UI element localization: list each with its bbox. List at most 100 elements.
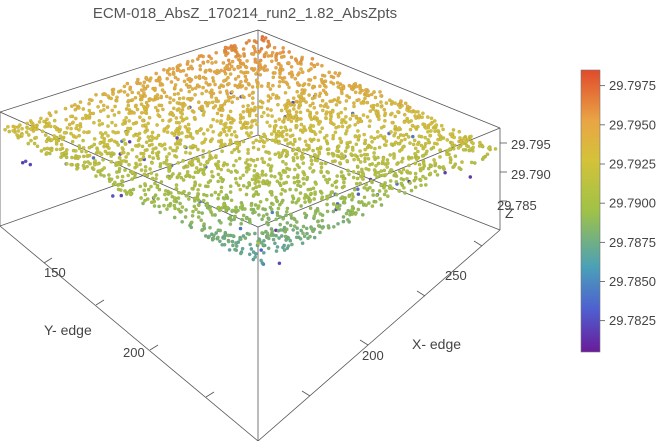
data-point [330, 99, 335, 103]
data-point [126, 173, 131, 178]
data-point [305, 108, 310, 113]
data-point [96, 104, 100, 109]
data-point [110, 120, 114, 125]
data-point [356, 157, 361, 162]
data-point [471, 145, 475, 150]
data-point [334, 185, 339, 190]
data-point [261, 181, 265, 186]
data-point [260, 34, 265, 39]
data-point [162, 90, 167, 95]
data-point [112, 113, 117, 117]
data-point [193, 86, 198, 90]
data-point [293, 167, 297, 172]
data-point [355, 187, 360, 192]
data-point [251, 186, 256, 191]
data-point [190, 136, 195, 141]
data-point [303, 139, 308, 144]
data-point [136, 138, 141, 143]
data-point [271, 92, 275, 97]
data-point [301, 83, 305, 88]
data-point [244, 192, 249, 197]
data-point [155, 108, 160, 113]
data-point [399, 176, 404, 181]
data-point [254, 191, 258, 196]
data-point [318, 145, 323, 150]
data-point [75, 167, 79, 171]
data-point [107, 173, 111, 177]
data-point [339, 174, 344, 179]
data-point [249, 247, 254, 251]
data-point [254, 185, 259, 189]
data-point [180, 108, 185, 112]
data-point [308, 78, 313, 82]
data-point [339, 152, 344, 156]
data-point [210, 174, 215, 178]
data-point [379, 182, 384, 187]
data-point [351, 169, 356, 174]
data-point [234, 134, 238, 138]
data-point [281, 245, 285, 250]
data-point [319, 161, 323, 166]
data-point [236, 183, 241, 188]
data-point [295, 231, 300, 235]
data-point [178, 102, 183, 106]
data-point [413, 146, 418, 151]
data-point [222, 242, 227, 247]
data-point [235, 141, 239, 146]
data-point [397, 126, 402, 130]
data-point [238, 237, 243, 241]
data-point [266, 113, 270, 118]
data-point [136, 144, 140, 148]
data-point [175, 136, 179, 140]
data-point [346, 144, 350, 149]
data-point [57, 129, 62, 134]
data-point [341, 215, 346, 219]
data-point [381, 156, 386, 161]
data-point [283, 148, 288, 153]
data-point [200, 227, 205, 232]
data-point [335, 153, 340, 158]
data-point [127, 119, 132, 123]
data-point [181, 96, 186, 100]
data-point [179, 209, 183, 214]
data-point [416, 149, 420, 154]
data-point [277, 75, 282, 79]
data-point [144, 100, 149, 105]
data-point [359, 153, 364, 158]
data-point [190, 158, 195, 163]
data-point [307, 93, 311, 97]
data-point [117, 110, 121, 115]
data-point [413, 176, 418, 181]
data-point [300, 157, 304, 161]
data-point [419, 143, 424, 148]
data-point [197, 75, 202, 80]
data-point [228, 184, 233, 189]
data-point [429, 122, 433, 126]
data-point [284, 213, 288, 218]
data-point [279, 176, 283, 181]
data-point [142, 188, 147, 193]
data-point [309, 226, 314, 231]
data-point [130, 147, 135, 152]
data-point [95, 148, 100, 152]
data-point [290, 115, 295, 120]
data-point [159, 94, 164, 99]
data-point [358, 200, 362, 205]
data-point [277, 117, 282, 122]
data-point [154, 78, 159, 83]
data-point [150, 142, 154, 147]
data-point [344, 129, 349, 133]
data-point [113, 130, 118, 135]
data-point [99, 99, 103, 104]
data-point [232, 215, 237, 219]
data-point [351, 113, 355, 117]
data-point [314, 182, 318, 186]
data-point [265, 120, 270, 125]
data-point [403, 191, 407, 195]
data-point [32, 141, 37, 146]
data-point [325, 105, 330, 110]
data-point [470, 148, 475, 153]
data-point [241, 139, 246, 144]
data-point [110, 194, 115, 198]
